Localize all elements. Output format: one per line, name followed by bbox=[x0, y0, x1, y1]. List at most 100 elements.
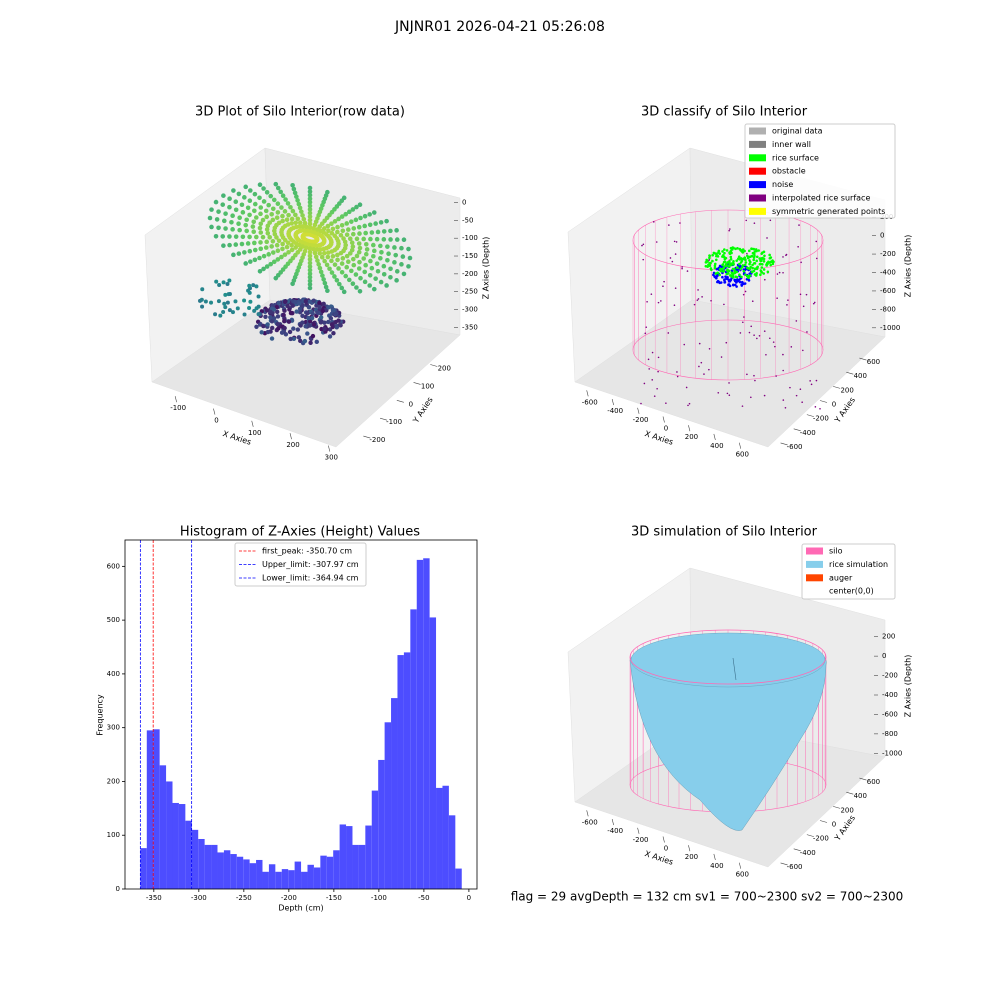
legend-box bbox=[744, 123, 896, 219]
decor-point bbox=[730, 274, 733, 277]
decor-point bbox=[350, 281, 356, 286]
decor-point bbox=[765, 263, 768, 266]
x-tick-label: 0 bbox=[664, 845, 668, 853]
decor-point bbox=[305, 331, 310, 336]
decor-point bbox=[347, 251, 353, 256]
decor-point bbox=[785, 254, 787, 257]
decor-point bbox=[733, 279, 737, 283]
x-tick-label: 200 bbox=[685, 853, 698, 861]
decor-point bbox=[267, 234, 273, 240]
decor-point bbox=[718, 273, 721, 277]
decor-point bbox=[289, 242, 294, 248]
decor-point bbox=[361, 256, 366, 261]
decor-point bbox=[735, 285, 738, 288]
decor-point bbox=[324, 262, 330, 268]
decor-point bbox=[745, 274, 749, 278]
decor-point bbox=[356, 249, 362, 255]
decor-point bbox=[265, 329, 271, 335]
decor-point bbox=[280, 193, 286, 199]
decor-point bbox=[784, 406, 787, 409]
decor-point bbox=[229, 219, 234, 225]
decor-point bbox=[290, 281, 295, 287]
decor-point bbox=[662, 285, 664, 288]
decor-point bbox=[806, 331, 808, 333]
decor-point bbox=[307, 253, 313, 259]
decor-point bbox=[381, 237, 387, 242]
decor-point bbox=[767, 260, 770, 264]
z-tick-label: 200 bbox=[882, 633, 895, 641]
decor-point bbox=[729, 228, 731, 230]
decor-point bbox=[280, 218, 285, 224]
x-tick-label: 0 bbox=[467, 894, 471, 902]
decor-point bbox=[282, 325, 287, 331]
bar bbox=[178, 804, 186, 889]
decor-point bbox=[754, 248, 758, 251]
decor-point bbox=[316, 262, 321, 267]
legend-swatch bbox=[806, 560, 823, 568]
decor-point bbox=[252, 257, 258, 263]
decor-point bbox=[312, 250, 318, 256]
legend-label: interpolated rice surface bbox=[772, 194, 870, 203]
tick-mark bbox=[833, 386, 841, 389]
decor-point bbox=[731, 272, 735, 275]
y-tick-label: -400 bbox=[800, 429, 816, 437]
decor-point bbox=[337, 281, 342, 287]
decor-point bbox=[307, 214, 313, 219]
decor-point bbox=[710, 299, 712, 302]
decor-point bbox=[314, 236, 320, 242]
decor-point bbox=[331, 308, 336, 313]
decor-point bbox=[758, 262, 762, 266]
decor-point bbox=[368, 236, 373, 242]
decor-point bbox=[742, 321, 744, 324]
decor-point bbox=[322, 320, 327, 325]
decor-point bbox=[221, 218, 227, 224]
decor-point bbox=[270, 325, 275, 331]
y-tick-label: -400 bbox=[800, 849, 816, 857]
decor-point bbox=[340, 228, 346, 234]
decor-point bbox=[233, 242, 239, 247]
decor-point bbox=[362, 269, 368, 275]
decor-point bbox=[311, 298, 316, 303]
decor-point bbox=[642, 243, 645, 246]
decor-point bbox=[275, 257, 281, 262]
decor-point bbox=[307, 185, 313, 191]
decor-point bbox=[645, 326, 647, 329]
decor-point bbox=[247, 234, 252, 240]
decor-point bbox=[756, 265, 759, 269]
decor-point bbox=[319, 315, 324, 320]
bar bbox=[159, 765, 167, 889]
decor-point bbox=[740, 275, 743, 279]
decor-point bbox=[329, 249, 335, 254]
x-tick-label: -600 bbox=[582, 398, 598, 406]
legend-swatch bbox=[749, 167, 766, 175]
decor-point bbox=[357, 202, 363, 207]
decor-point bbox=[746, 266, 749, 270]
decor-point bbox=[267, 220, 273, 225]
decor-point bbox=[240, 234, 246, 240]
decor-point bbox=[762, 257, 766, 261]
z-tick-label: -200 bbox=[462, 270, 478, 278]
z-tick-label: -150 bbox=[462, 252, 478, 260]
decor-point bbox=[368, 258, 373, 264]
decor-point bbox=[769, 337, 771, 340]
legend-swatch bbox=[749, 140, 766, 148]
decor-point bbox=[787, 299, 789, 301]
legend-label: inner wall bbox=[772, 140, 811, 149]
bar bbox=[236, 856, 244, 889]
bar bbox=[243, 859, 250, 889]
legend-box bbox=[234, 542, 367, 587]
decor-point bbox=[293, 245, 299, 250]
decor-point bbox=[239, 202, 245, 208]
decor-point bbox=[719, 269, 723, 273]
decor-point bbox=[291, 326, 296, 331]
decor-point bbox=[250, 224, 256, 229]
decor-point bbox=[339, 222, 345, 228]
decor-point bbox=[303, 324, 308, 329]
decor-point bbox=[388, 274, 393, 280]
bar bbox=[191, 829, 199, 889]
decor-point bbox=[275, 201, 281, 207]
decor-point bbox=[265, 230, 271, 236]
decor-point bbox=[332, 219, 338, 224]
decor-point bbox=[748, 260, 752, 264]
chart-title: 3D simulation of Silo Interior bbox=[631, 525, 818, 540]
